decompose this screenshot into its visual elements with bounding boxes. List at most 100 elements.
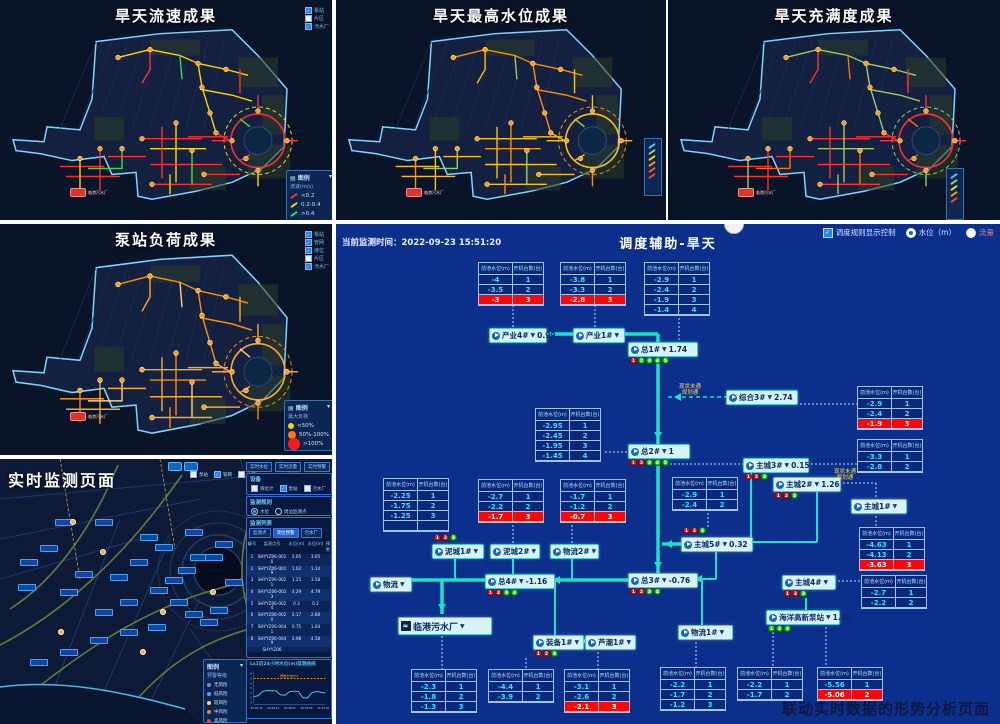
pump-station-marker[interactable] bbox=[863, 60, 869, 67]
pump-station-marker[interactable] bbox=[508, 120, 514, 126]
pump-station-marker[interactable] bbox=[149, 181, 155, 187]
station-node[interactable]: 总4# ▼ -1.16 bbox=[485, 574, 555, 589]
list-filter-button[interactable]: 监测点 bbox=[249, 528, 271, 538]
layer-checkbox-icon[interactable]: ✓ bbox=[304, 22, 312, 30]
radio-off-icon[interactable] bbox=[966, 227, 976, 238]
monitor-tag[interactable] bbox=[75, 571, 93, 578]
layer-toggle[interactable]: ✓ 泵站 bbox=[304, 6, 329, 14]
pump-station-marker[interactable] bbox=[875, 110, 881, 116]
pump-station-marker[interactable] bbox=[255, 108, 261, 114]
radio-icon[interactable] bbox=[275, 508, 282, 515]
pump-station-marker[interactable] bbox=[223, 294, 229, 300]
pump-station-marker[interactable] bbox=[173, 120, 179, 126]
radio-option[interactable]: 周边监测点 bbox=[275, 508, 307, 515]
station-node[interactable]: 总2# ▼ 1 bbox=[628, 444, 690, 459]
layer-checkbox-icon[interactable]: ✓ bbox=[304, 238, 312, 246]
layer-toggle[interactable]: ✓ 污水厂 bbox=[304, 262, 329, 270]
table-row[interactable]: 8 SHYYZ06-0049 2.98 4.58 bbox=[247, 635, 331, 648]
pump-station-marker[interactable] bbox=[807, 136, 813, 142]
pump-station-marker[interactable] bbox=[548, 130, 554, 136]
layer-toggle[interactable]: ✓ 泵站 bbox=[304, 230, 329, 238]
layer-toggle[interactable]: ✓ 污水厂 bbox=[304, 22, 329, 30]
layer-toggle[interactable]: ✓ 管网 bbox=[304, 238, 329, 246]
radio-icon[interactable] bbox=[251, 508, 258, 515]
collapse-icon[interactable]: ▾ bbox=[328, 173, 332, 180]
pump-station-marker[interactable] bbox=[563, 138, 570, 144]
pump-station-marker[interactable] bbox=[115, 54, 121, 61]
pump-station-marker[interactable] bbox=[189, 379, 195, 385]
pump-station-marker[interactable] bbox=[207, 110, 213, 116]
monitor-tag[interactable] bbox=[130, 559, 148, 566]
pump-station-marker[interactable] bbox=[765, 146, 771, 152]
pump-station-marker[interactable] bbox=[199, 84, 205, 90]
map-tool-button[interactable] bbox=[184, 462, 198, 471]
checkbox-option[interactable]: ✓ 管网 bbox=[214, 471, 232, 478]
pump-station-marker[interactable] bbox=[139, 366, 145, 373]
list-filter-button[interactable]: 污水厂 bbox=[300, 528, 322, 538]
monitor-tag[interactable] bbox=[110, 574, 128, 581]
pump-station-marker[interactable] bbox=[745, 155, 751, 162]
monitor-tag[interactable] bbox=[95, 519, 113, 526]
pump-station-marker[interactable] bbox=[119, 377, 125, 383]
pump-station-marker[interactable] bbox=[97, 146, 103, 152]
collapse-icon[interactable]: ▾ bbox=[326, 403, 330, 410]
monitor-tag[interactable] bbox=[205, 554, 223, 561]
layer-checkbox-icon[interactable]: ✓ bbox=[304, 6, 312, 14]
sidebar-tab-button[interactable]: 实时流量 bbox=[275, 462, 301, 472]
pump-station-marker[interactable] bbox=[474, 136, 480, 142]
monitor-table[interactable]: 编号 监测点号 水位(m) 水位(m) 预警 1 SHYYZ06-0010 2.05 3.05 2… bbox=[247, 540, 331, 652]
table-row[interactable]: 7 SHYYZ06-0041 0.75 1.04 bbox=[247, 623, 331, 636]
pump-station-marker[interactable] bbox=[783, 54, 789, 61]
pump-station-marker[interactable] bbox=[618, 138, 624, 144]
pump-station-marker[interactable] bbox=[77, 155, 83, 162]
monitor-tag[interactable] bbox=[120, 599, 138, 606]
layer-toggle[interactable]: ✓ 液位 bbox=[304, 246, 329, 254]
station-node[interactable]: 海洋高新泵站 ▼ 1.29 bbox=[766, 610, 851, 625]
sidebar-tab-button[interactable]: 实时预警 bbox=[304, 462, 330, 472]
pump-station-marker[interactable] bbox=[201, 404, 207, 410]
monitor-tag[interactable] bbox=[215, 541, 233, 548]
table-row[interactable]: 2 SHYYZ06-0019 1.02 1.14 bbox=[247, 565, 331, 578]
monitor-tag[interactable] bbox=[95, 609, 113, 616]
station-node[interactable]: 临港污水厂▼ bbox=[398, 617, 492, 635]
pump-station-marker[interactable] bbox=[869, 171, 875, 178]
pump-station-marker[interactable] bbox=[149, 414, 155, 421]
checkbox-checked-icon[interactable]: ✓ bbox=[822, 227, 833, 238]
pump-station-marker[interactable] bbox=[229, 368, 235, 375]
pump-station-marker[interactable] bbox=[119, 146, 125, 152]
station-node[interactable]: 主城4# ▼ bbox=[782, 575, 836, 590]
monitor-tag[interactable] bbox=[178, 567, 196, 574]
monitor-tag[interactable] bbox=[140, 534, 158, 541]
checkbox-option[interactable]: 液位计 bbox=[251, 485, 274, 492]
pump-station-marker[interactable] bbox=[255, 400, 261, 406]
result-map[interactable] bbox=[0, 0, 332, 220]
pump-station-marker[interactable] bbox=[189, 148, 195, 154]
station-node[interactable]: 装备1# ▼ bbox=[533, 635, 584, 650]
pump-station-marker[interactable] bbox=[255, 337, 261, 344]
monitor-tag[interactable] bbox=[120, 629, 138, 636]
table-row[interactable]: 3 SHYYZ06-0021 1.25 3.58 bbox=[247, 577, 331, 589]
pump-station-marker[interactable] bbox=[255, 167, 261, 174]
layer-checkbox-icon[interactable] bbox=[304, 14, 312, 22]
pump-station-marker[interactable] bbox=[589, 108, 596, 114]
pump-station-marker[interactable] bbox=[213, 360, 219, 367]
layer-toggle[interactable]: 片区 bbox=[304, 254, 329, 262]
monitor-tag[interactable] bbox=[18, 584, 36, 591]
station-node[interactable]: 总1# ▼ 1.74 bbox=[628, 342, 698, 357]
pump-station-marker[interactable] bbox=[77, 387, 83, 394]
monitor-tag[interactable] bbox=[60, 589, 78, 596]
sewage-plant-marker[interactable]: 临港污水厂 bbox=[738, 188, 776, 197]
pump-station-marker[interactable] bbox=[97, 377, 103, 383]
station-node[interactable]: 物流2# ▼ bbox=[550, 544, 599, 559]
station-node[interactable]: 主城3# ▼ 0.15 bbox=[743, 458, 810, 473]
checkbox-option[interactable]: 泵站 bbox=[190, 471, 208, 478]
sewage-plant-marker[interactable]: 临港污水厂 bbox=[70, 188, 108, 197]
pump-station-marker[interactable] bbox=[841, 120, 847, 126]
pump-station-marker[interactable] bbox=[482, 46, 488, 53]
station-node[interactable]: 产业1# ▼ bbox=[573, 328, 625, 343]
pump-station-marker[interactable] bbox=[213, 130, 219, 136]
pump-station-marker[interactable] bbox=[542, 110, 548, 116]
list-filter-button[interactable]: 液位预警 bbox=[272, 528, 299, 538]
layer-checkbox-icon[interactable] bbox=[304, 254, 312, 262]
sewage-plant-marker[interactable]: 临港污水厂 bbox=[406, 188, 444, 197]
